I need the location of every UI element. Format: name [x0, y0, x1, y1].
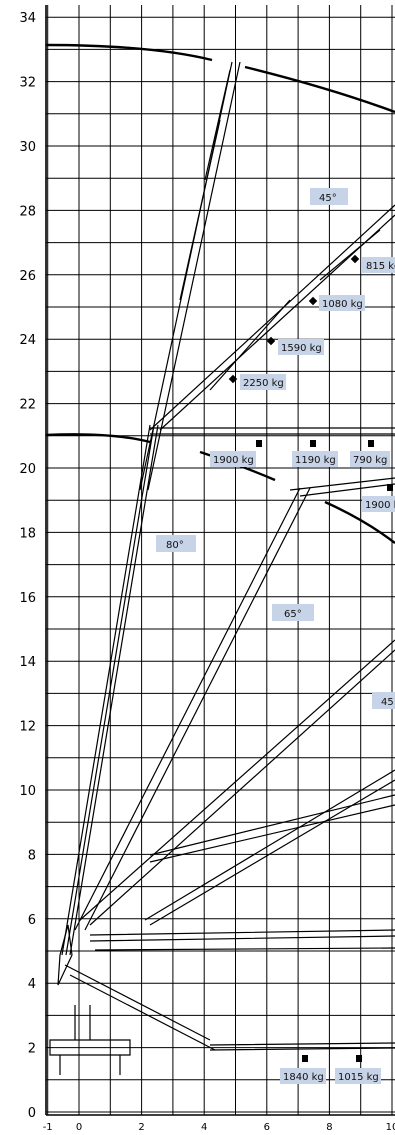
- load-label-790: 790 kg: [353, 455, 387, 466]
- load-label-1080: 1080 kg: [322, 299, 363, 310]
- y-tick-label: 34: [19, 11, 36, 26]
- y-tick-label: 6: [28, 913, 36, 928]
- y-tick-label: 12: [19, 720, 36, 735]
- y-tick-label: 26: [19, 269, 36, 284]
- x-tick-label: -1: [43, 1122, 53, 1133]
- load-label-2250: 2250 kg: [243, 378, 284, 389]
- load-label-1840: 1840 kg: [283, 1072, 324, 1083]
- angle-label-45-lower: 45: [381, 697, 394, 708]
- y-tick-label: 4: [28, 977, 36, 992]
- angle-label-45-upper: 45°: [319, 193, 337, 204]
- reach-arc-upper-right: [244, 65, 395, 114]
- crane-booms: [49, 61, 395, 1075]
- load-labels: 815 kg 1080 kg 1590 kg 2250 kg 1900 kg 1…: [210, 257, 395, 1084]
- y-tick-label: 16: [19, 591, 36, 606]
- y-tick-label: 30: [19, 140, 36, 155]
- x-tick-label: 4: [201, 1122, 207, 1133]
- y-tick-label: 24: [19, 333, 36, 348]
- reach-arc-lower-right: [324, 500, 395, 544]
- load-label-1015: 1015 kg: [338, 1072, 379, 1083]
- y-tick-label: 10: [19, 784, 36, 799]
- x-axis-ticks: -1 0 2 4 6 8 10: [43, 1122, 395, 1133]
- y-tick-label: 0: [28, 1106, 36, 1121]
- y-tick-label: 28: [19, 204, 36, 219]
- x-tick-label: 0: [76, 1122, 82, 1133]
- y-tick-label: 8: [28, 848, 36, 863]
- reach-arc-upper: [45, 43, 213, 62]
- angle-label-80: 80°: [166, 540, 184, 551]
- y-tick-label: 18: [19, 526, 36, 541]
- load-label-1900-b: 1900 k: [365, 500, 395, 511]
- load-label-1900-a: 1900 kg: [213, 455, 254, 466]
- reach-arc-middle: [45, 433, 151, 444]
- x-tick-label: 10: [386, 1122, 395, 1133]
- load-markers: [228, 254, 393, 1062]
- load-label-815: 815 kg: [366, 261, 395, 272]
- load-label-1190: 1190 kg: [295, 455, 336, 466]
- y-tick-label: 32: [19, 76, 36, 91]
- angle-label-65: 65°: [284, 609, 302, 620]
- y-tick-label: 14: [19, 655, 36, 670]
- y-tick-label: 2: [28, 1042, 36, 1057]
- x-tick-label: 2: [138, 1122, 144, 1133]
- load-label-1590: 1590 kg: [281, 343, 322, 354]
- y-tick-label: 20: [19, 462, 36, 477]
- x-tick-label: 8: [326, 1122, 332, 1133]
- angle-labels: 45° 80° 65° 45: [156, 188, 395, 709]
- y-tick-label: 22: [19, 398, 36, 413]
- x-tick-label: 6: [264, 1122, 270, 1133]
